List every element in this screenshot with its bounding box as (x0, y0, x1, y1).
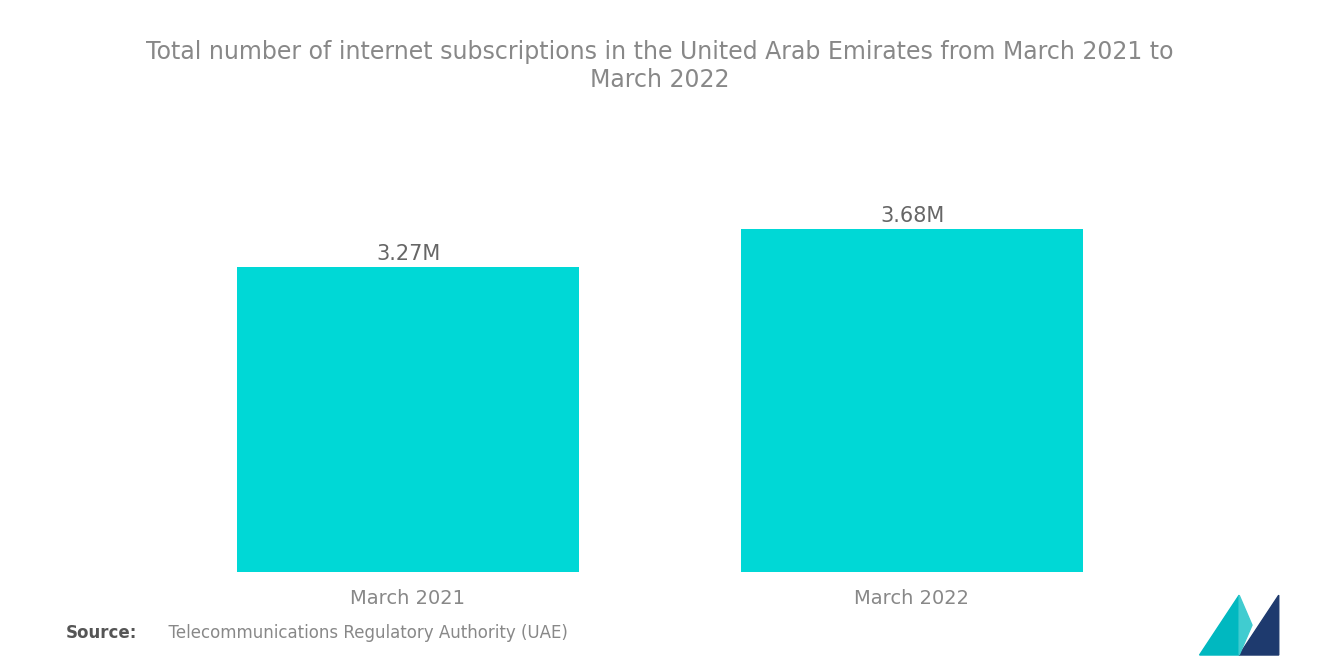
Bar (741, 229, 1084, 572)
Text: Source:: Source: (66, 624, 137, 642)
Polygon shape (1239, 595, 1251, 655)
Text: 3.27M: 3.27M (376, 244, 440, 264)
Text: Total number of internet subscriptions in the United Arab Emirates from March 20: Total number of internet subscriptions i… (147, 40, 1173, 92)
Text: 3.68M: 3.68M (880, 205, 944, 225)
Bar (236, 267, 579, 572)
Polygon shape (1200, 595, 1239, 655)
Polygon shape (1239, 595, 1279, 655)
Text: Telecommunications Regulatory Authority (UAE): Telecommunications Regulatory Authority … (158, 624, 569, 642)
